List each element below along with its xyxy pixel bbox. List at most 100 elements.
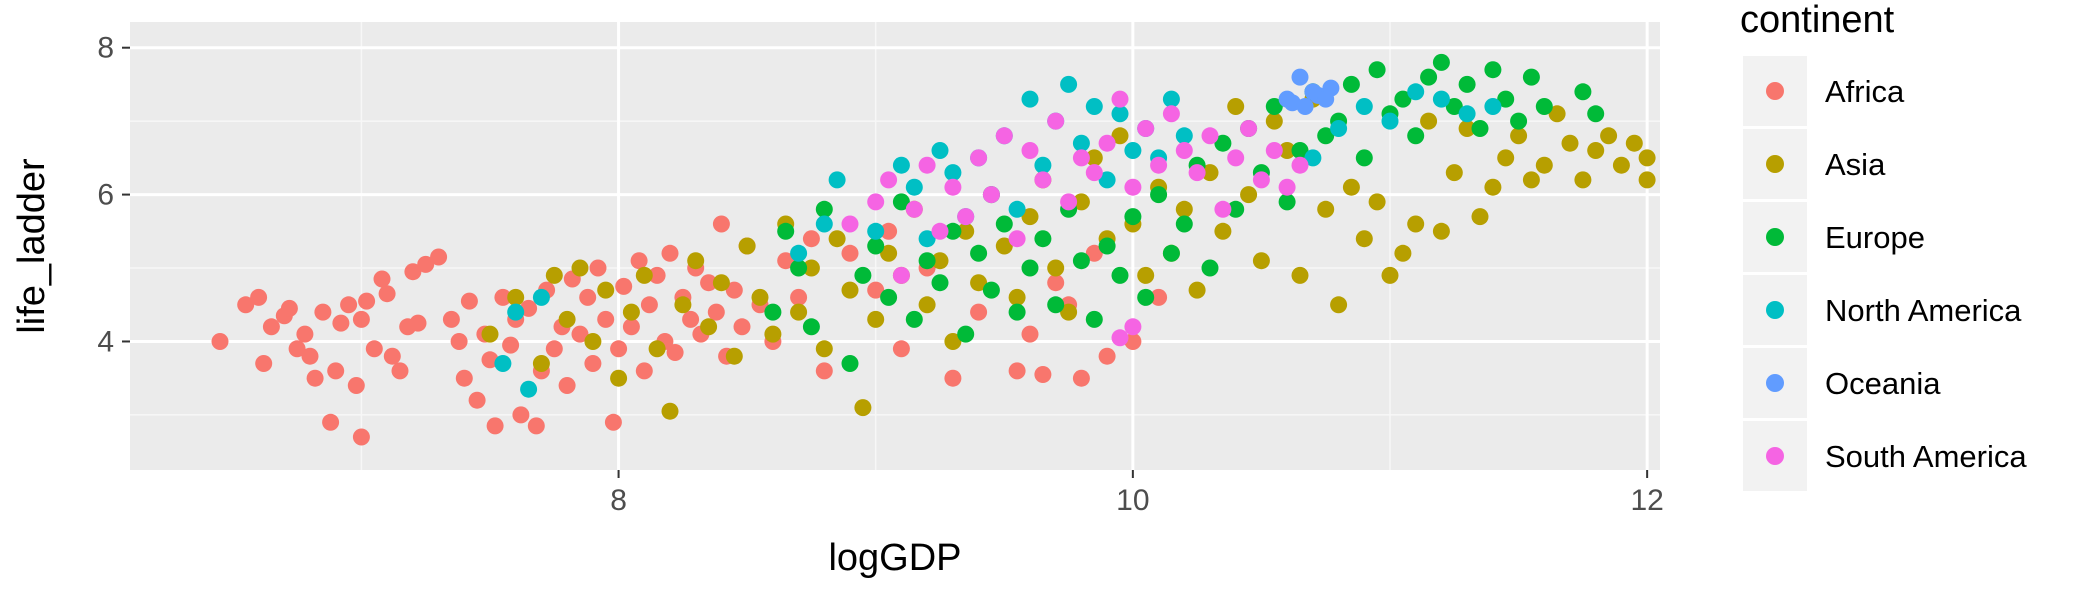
data-point (1510, 112, 1528, 130)
data-point (1317, 127, 1335, 145)
data-point (828, 171, 846, 189)
data-point (957, 325, 975, 343)
major-gridlines (130, 22, 1660, 470)
data-point (430, 248, 448, 266)
data-point (1535, 156, 1553, 174)
data-point (867, 281, 885, 299)
data-point (322, 413, 340, 431)
data-point (1484, 98, 1502, 115)
x-tick-label: 12 (1630, 484, 1663, 517)
data-point (1471, 208, 1489, 226)
data-point (944, 369, 962, 387)
data-point (604, 413, 622, 431)
data-point (1574, 171, 1592, 189)
data-point (1355, 230, 1373, 248)
minor-gridlines (130, 22, 1660, 470)
data-point (1214, 222, 1232, 240)
data-point (597, 310, 615, 328)
data-point (828, 230, 846, 248)
data-point (615, 277, 633, 295)
data-point (545, 340, 563, 358)
data-point (1047, 274, 1065, 292)
data-point (332, 314, 350, 332)
legend-point (1766, 155, 1784, 173)
data-point (486, 417, 504, 435)
data-point (790, 288, 808, 306)
data-point (630, 252, 648, 270)
data-point (579, 288, 597, 306)
data-point (391, 362, 409, 380)
data-point (725, 281, 743, 299)
data-point (1240, 120, 1258, 137)
data-point (1072, 193, 1090, 211)
data-point (970, 274, 988, 292)
data-point (931, 142, 949, 159)
data-point (1625, 134, 1643, 152)
data-point (1150, 288, 1168, 306)
data-point (790, 259, 808, 277)
data-point (1098, 171, 1116, 189)
data-point (417, 255, 435, 273)
data-point (1098, 237, 1116, 255)
x-tick-labels: 8 10 12 (610, 484, 1664, 517)
data-point (211, 333, 229, 350)
data-point (802, 259, 820, 277)
data-point (682, 310, 700, 328)
data-point (1535, 98, 1553, 115)
data-point (1330, 120, 1348, 137)
legend-label: Europe (1825, 220, 1925, 255)
legend-point (1766, 228, 1784, 246)
data-point (1458, 75, 1476, 93)
series-oceania (1278, 68, 1340, 115)
data-point (905, 200, 923, 218)
data-point (1060, 303, 1078, 321)
data-point (944, 222, 962, 240)
data-point (1124, 318, 1142, 336)
data-point (1137, 266, 1155, 284)
data-point (255, 355, 273, 372)
data-point (1587, 105, 1605, 123)
data-point (1317, 200, 1335, 218)
data-point (1150, 156, 1168, 174)
data-point (1227, 149, 1245, 167)
data-point (1342, 75, 1360, 93)
data-point (1407, 127, 1425, 145)
data-point (1394, 244, 1412, 262)
data-point (1291, 266, 1309, 284)
data-point (340, 296, 358, 314)
data-point (1432, 53, 1450, 71)
data-point (640, 296, 658, 314)
data-point (918, 156, 936, 174)
y-tick-label: 4 (97, 325, 114, 358)
data-point (365, 340, 383, 358)
data-point (1111, 329, 1129, 347)
data-point (957, 208, 975, 226)
data-point (1381, 112, 1399, 130)
data-point (1085, 244, 1103, 262)
data-point (931, 274, 949, 292)
data-point (1021, 142, 1039, 159)
data-point (905, 178, 923, 196)
legend-point (1766, 82, 1784, 100)
data-point (995, 127, 1013, 145)
data-point (450, 333, 468, 350)
legend-item-asia: Asia (1743, 129, 1886, 199)
data-point (1188, 281, 1206, 299)
data-point (725, 347, 743, 365)
data-point (944, 333, 962, 350)
data-point (892, 340, 910, 358)
legend-point (1766, 447, 1784, 465)
data-point (1291, 156, 1309, 174)
data-point (1175, 142, 1193, 159)
data-point (918, 296, 936, 314)
data-point (841, 244, 859, 262)
data-point (1124, 178, 1142, 196)
data-point (854, 266, 872, 284)
data-point (970, 303, 988, 321)
data-point (712, 215, 730, 233)
data-point (892, 156, 910, 174)
data-point (1098, 347, 1116, 365)
legend-items: Africa Asia Europe North America Oceania Sout… (1743, 56, 2027, 491)
data-point (1072, 369, 1090, 387)
y-tick-label: 8 (97, 32, 114, 65)
